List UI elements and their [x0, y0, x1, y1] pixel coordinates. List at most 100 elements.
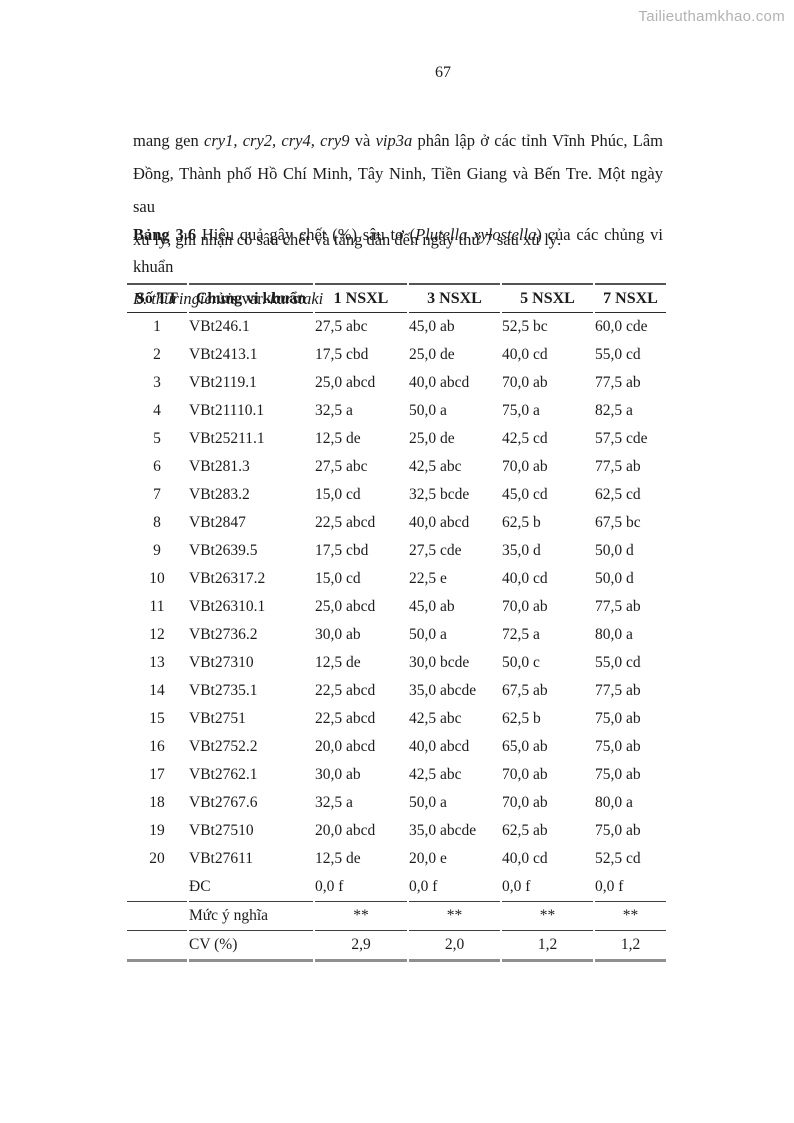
cell-strain: ĐC [189, 873, 313, 902]
cell-stt: 10 [149, 570, 165, 587]
column-header: 1 NSXL [315, 283, 407, 313]
cell-stt: 14 [149, 682, 165, 699]
cell-value: 25,0 abcd [315, 374, 376, 391]
cell-value: 45,0 cd [502, 486, 548, 503]
text-run: và [349, 131, 376, 150]
cell-value: 70,0 ab [502, 458, 548, 475]
cell-strain: VBt283.2 [189, 486, 250, 503]
cell-strain: VBt2639.5 [189, 542, 258, 559]
cell-value: 50,0 c [502, 654, 540, 671]
table-row: 12 VBt2736.2 30,0 ab 50,0 a 72,5 a 80,0 a [127, 621, 666, 649]
text-run: var. [237, 289, 271, 308]
column-header: 5 NSXL [502, 283, 593, 313]
cell-stt: 15 [149, 710, 165, 727]
table-row: 3 VBt2119.1 25,0 abcd 40,0 abcd 70,0 ab 77,5 … [127, 369, 666, 397]
cell-stt: 6 [153, 458, 161, 475]
cell-label: Mức ý nghĩa [189, 902, 313, 931]
cell-value: 80,0 a [595, 794, 633, 811]
text-run: Hiệu quả gây chết (%) sâu tơ ( [196, 225, 416, 244]
table-caption: Bảng 3.6 Hiệu quả gây chết (%) sâu tơ (P… [133, 219, 663, 315]
text-run: phân lập ở các tỉnh Vĩnh Phúc, Lâm [412, 131, 663, 150]
column-header: Số TT [127, 283, 187, 313]
cell-value: 40,0 cd [502, 570, 548, 587]
cell-strain: VBt2847 [189, 514, 246, 531]
text-run: xử lý, ghi nhận có sâu chết và tăng dần … [133, 230, 562, 249]
cell-value: 62,5 ab [502, 822, 548, 839]
table-row: 5 VBt25211.1 12,5 de 25,0 de 42,5 cd 57,5 cde [127, 425, 666, 453]
paragraph-line: mang gen cry1, cry2, cry4, cry9 và vip3a… [133, 124, 663, 157]
significance-row: Mức ý nghĩa ** ** ** ** [127, 902, 666, 931]
cell-stt: 5 [153, 430, 161, 447]
cell-value: 1,2 [502, 931, 593, 962]
cell-stt: 2 [153, 346, 161, 363]
cell-value: 0,0 f [315, 873, 407, 902]
cell-value: 72,5 a [502, 626, 540, 643]
cell-value: 12,5 de [315, 850, 361, 867]
cell-value: 75,0 a [502, 402, 540, 419]
cell-strain: VBt25211.1 [189, 430, 265, 447]
cell-stt: 3 [153, 374, 161, 391]
table-body: 1 VBt246.1 27,5 abc 45,0 ab 52,5 bc 60,0 cde 2… [127, 313, 666, 962]
mortality-table: Số TT Chủng vi khuẩn 1 NSXL 3 NSXL 5 NSXL 7 N… [125, 283, 668, 962]
text-run: mang gen [133, 131, 205, 150]
cell-stt: 1 [153, 318, 161, 335]
cell-value: 35,0 abcde [409, 822, 477, 839]
cell-value: 27,5 abc [315, 458, 368, 475]
column-header: 7 NSXL [595, 283, 666, 313]
cell-value: 2,0 [409, 931, 500, 962]
cell-value: 50,0 a [409, 794, 447, 811]
cv-row: CV (%) 2,9 2,0 1,2 1,2 [127, 931, 666, 962]
text-run: kurstaki [270, 289, 324, 308]
table-row: 7 VBt283.2 15,0 cd 32,5 bcde 45,0 cd 62,5 cd [127, 481, 666, 509]
cell-value: 50,0 d [595, 570, 634, 587]
cell-value: 1,2 [595, 931, 666, 962]
table-row: 2 VBt2413.1 17,5 cbd 25,0 de 40,0 cd 55,0 cd [127, 341, 666, 369]
cell-value: 50,0 d [595, 542, 634, 559]
table-row: 18 VBt2767.6 32,5 a 50,0 a 70,0 ab 80,0 a [127, 789, 666, 817]
cell-value: 0,0 f [502, 873, 593, 902]
cell-value: 70,0 ab [502, 374, 548, 391]
cell-value: 25,0 de [409, 346, 455, 363]
caption-line: Bảng 3.6 Hiệu quả gây chết (%) sâu tơ (P… [133, 219, 663, 283]
table-row: 19 VBt27510 20,0 abcd 35,0 abcde 62,5 ab 75,0… [127, 817, 666, 845]
cell-value: 70,0 ab [502, 598, 548, 615]
text-run: Plutella xylostella [415, 225, 537, 244]
cell-value: 15,0 cd [315, 570, 361, 587]
cell-value: ** [595, 902, 666, 931]
cell-value: 32,5 bcde [409, 486, 470, 503]
cell-value: 20,0 e [409, 850, 447, 867]
cell-strain: VBt2752.2 [189, 738, 258, 755]
cell-value: 70,0 ab [502, 766, 548, 783]
table-row: 10 VBt26317.2 15,0 cd 22,5 e 40,0 cd 50,0 d [127, 565, 666, 593]
cell-value: 67,5 ab [502, 682, 548, 699]
cell-value: 77,5 ab [595, 374, 641, 391]
text-run: ) của các chủng vi khuẩn [133, 225, 664, 276]
cell-value: 40,0 cd [502, 850, 548, 867]
cell-value: 35,0 abcde [409, 682, 477, 699]
cell-value: 40,0 abcd [409, 738, 470, 755]
paragraph-line: Đồng, Thành phố Hồ Chí Minh, Tây Ninh, T… [133, 157, 663, 223]
cell-value: 62,5 cd [595, 486, 641, 503]
cell-value: 20,0 abcd [315, 738, 376, 755]
table-row: 16 VBt2752.2 20,0 abcd 40,0 abcd 65,0 ab 75,0… [127, 733, 666, 761]
cell-value: ** [409, 902, 500, 931]
cell-strain: VBt2735.1 [189, 682, 258, 699]
cell-value: 22,5 e [409, 570, 447, 587]
cell-value: 70,0 ab [502, 794, 548, 811]
cell-value: 77,5 ab [595, 598, 641, 615]
cell-stt: 9 [153, 542, 161, 559]
cell-strain: VBt27611 [189, 850, 254, 867]
cell-stt: 11 [149, 598, 165, 615]
cell-value: 40,0 abcd [409, 514, 470, 531]
table-row: 11 VBt26310.1 25,0 abcd 45,0 ab 70,0 ab 77,5 … [127, 593, 666, 621]
cell-value: 42,5 abc [409, 458, 462, 475]
cell-value: 45,0 ab [409, 598, 455, 615]
cell-value: 57,5 cde [595, 430, 648, 447]
cell-value: 22,5 abcd [315, 710, 376, 727]
cell-strain: VBt21110.1 [189, 402, 265, 419]
cell-strain: VBt26317.2 [189, 570, 266, 587]
cell-stt: 7 [153, 486, 161, 503]
cell-value: 50,0 a [409, 402, 447, 419]
cell-strain: VBt27310 [189, 654, 254, 671]
